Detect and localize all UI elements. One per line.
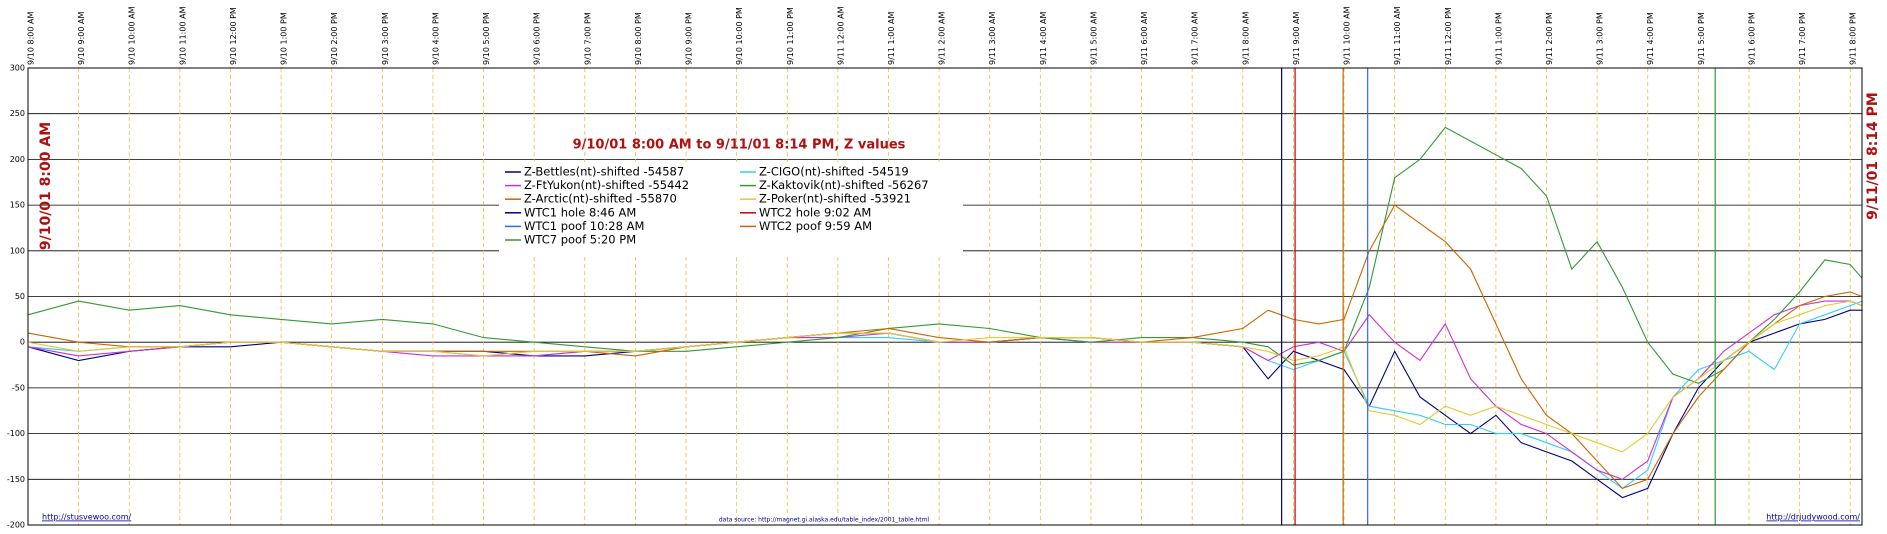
x-tick-label: 9/11 5:00 PM <box>1697 12 1706 65</box>
x-tick-label: 9/11 5:00 AM <box>1089 12 1098 65</box>
footer-right: http://drjudywood.com/ <box>1766 513 1860 522</box>
x-tick-label: 9/11 9:00 AM <box>1292 12 1301 65</box>
legend-label: WTC1 poof 10:28 AM <box>524 219 644 233</box>
x-tick-label: 9/10 11:00 PM <box>786 7 795 65</box>
x-tick-label: 9/10 7:00 PM <box>583 12 592 65</box>
legend-label: Z-Kaktovik(nt)-shifted -56267 <box>759 178 929 192</box>
y-tick-label: -200 <box>7 521 25 530</box>
legend-box <box>499 162 963 254</box>
y-tick-label: -100 <box>7 429 25 438</box>
x-tick-label: 9/11 3:00 AM <box>988 12 997 65</box>
lines-layer <box>27 68 1863 525</box>
chart-title: 9/10/01 8:00 AM to 9/11/01 8:14 PM, Z va… <box>573 138 906 153</box>
legend-label: Z-Bettles(nt)-shifted -54587 <box>524 165 684 179</box>
legend-label: WTC1 hole 8:46 AM <box>524 205 636 219</box>
start-label: 9/10/01 8:00 AM <box>38 122 54 250</box>
x-tick-label: 9/11 1:00 AM <box>887 12 896 65</box>
series-line <box>27 300 1863 480</box>
x-tick-label: 9/11 2:00 PM <box>1545 12 1554 65</box>
x-tick-label: 9/10 10:00 PM <box>735 7 744 65</box>
end-label: 9/11/01 8:14 PM <box>1865 92 1881 220</box>
x-tick-label: 9/11 10:00 AM <box>1343 6 1352 65</box>
x-tick-label: 9/11 8:00 PM <box>1849 12 1858 65</box>
y-tick-label: -150 <box>7 475 25 484</box>
footer-center: data source: http://magnet.gi.alaska.edu… <box>719 517 930 524</box>
legend-label: Z-CIGO(nt)-shifted -54519 <box>759 165 909 179</box>
x-tick-label: 9/10 9:00 PM <box>685 12 694 65</box>
x-tick-label: 9/10 2:00 PM <box>330 12 339 65</box>
x-tick-label: 9/11 8:00 AM <box>1241 12 1250 65</box>
x-tick-label: 9/11 6:00 AM <box>1140 12 1149 65</box>
y-tick-label: 150 <box>10 201 25 210</box>
x-tick-label: 9/10 12:00 PM <box>229 7 238 65</box>
legend-label: Z-Arctic(nt)-shifted -55870 <box>524 192 677 206</box>
y-tick-label: 0 <box>20 338 25 347</box>
x-tick-label: 9/11 1:00 PM <box>1494 12 1503 65</box>
series-line <box>27 204 1863 490</box>
x-tick-label: 9/11 11:00 AM <box>1393 6 1402 65</box>
legend-label: Z-FtYukon(nt)-shifted -55442 <box>524 178 689 192</box>
footer-left: http://stusvewoo.com/ <box>42 513 132 522</box>
plot-border <box>27 67 1863 526</box>
y-tick-label: 300 <box>10 64 25 73</box>
x-tick-label: 9/10 5:00 PM <box>482 12 491 65</box>
x-tick-label: 9/11 2:00 AM <box>938 12 947 65</box>
legend-label: Z-Poker(nt)-shifted -53921 <box>759 192 911 206</box>
series-line <box>27 126 1863 384</box>
x-tick-label: 9/11 6:00 PM <box>1747 12 1756 65</box>
y-tick-label: -50 <box>12 383 25 392</box>
x-tick-label: 9/11 3:00 PM <box>1596 12 1605 65</box>
x-tick-label: 9/10 8:00 PM <box>634 12 643 65</box>
legend-label: WTC2 poof 9:59 AM <box>759 219 872 233</box>
x-tick-label: 9/11 12:00 AM <box>836 6 845 65</box>
x-tick-label: 9/10 9:00 AM <box>77 12 86 65</box>
x-tick-label: 9/11 12:00 PM <box>1444 7 1453 65</box>
x-tick-label: 9/10 6:00 PM <box>533 12 542 65</box>
x-tick-label: 9/10 1:00 PM <box>280 12 289 65</box>
y-tick-label: 250 <box>10 109 25 118</box>
x-tick-label: 9/10 4:00 PM <box>431 12 440 65</box>
x-tick-label: 9/11 4:00 PM <box>1646 12 1655 65</box>
x-tick-label: 9/10 8:00 AM <box>27 12 36 65</box>
x-tick-label: 9/10 3:00 PM <box>381 12 390 65</box>
y-tick-label: 200 <box>10 155 25 164</box>
x-tick-label: 9/11 4:00 AM <box>1039 12 1048 65</box>
legend-label: WTC2 hole 9:02 AM <box>759 205 871 219</box>
series-line <box>27 300 1863 453</box>
x-tick-label: 9/11 7:00 AM <box>1191 12 1200 65</box>
y-tick-label: 100 <box>10 246 25 255</box>
y-tick-label: 50 <box>15 292 25 301</box>
legend-label: WTC7 poof 5:20 PM <box>524 233 636 247</box>
x-tick-label: 9/11 7:00 PM <box>1798 12 1807 65</box>
x-tick-label: 9/10 11:00 AM <box>178 6 187 65</box>
legend: Z-Bettles(nt)-shifted -54587 Z-CIGO(nt)-s… <box>505 165 929 247</box>
x-tick-label: 9/10 10:00 AM <box>128 6 137 65</box>
